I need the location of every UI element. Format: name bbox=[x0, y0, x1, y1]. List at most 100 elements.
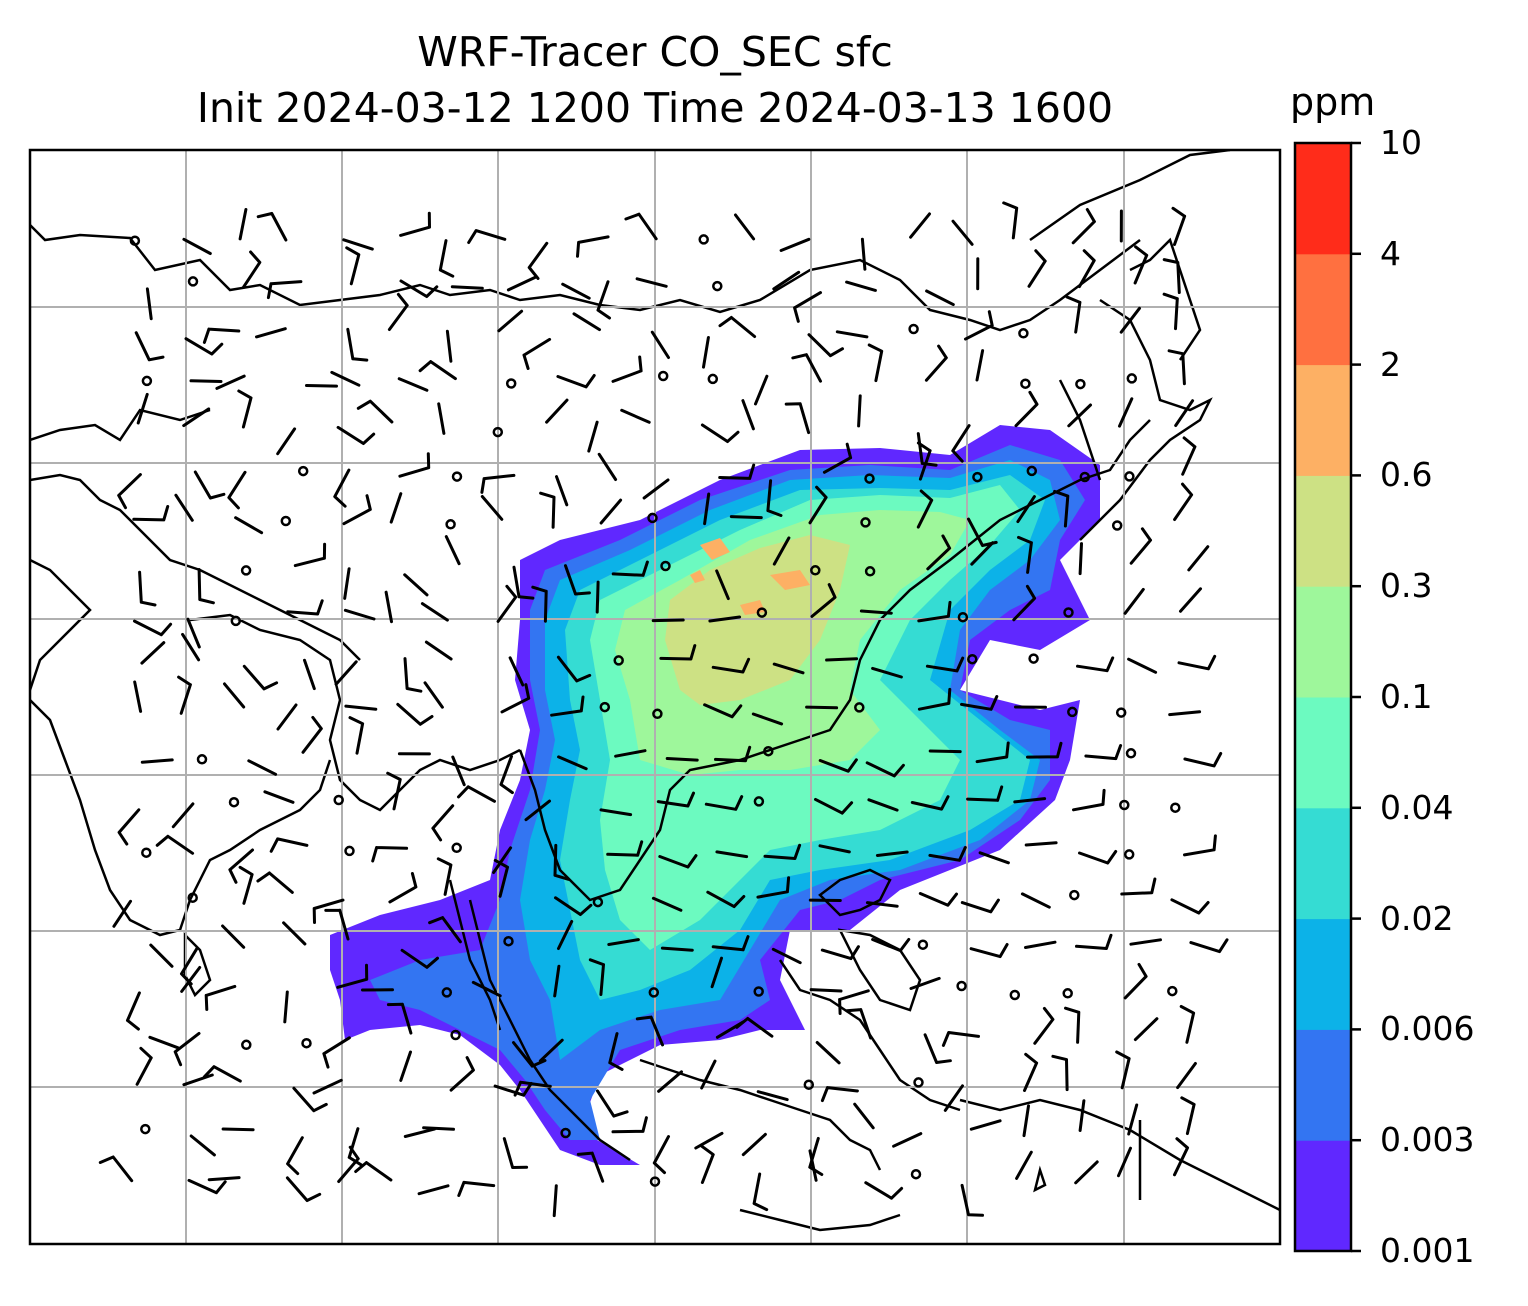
wind-barb bbox=[1179, 587, 1202, 613]
wind-barb bbox=[400, 948, 439, 969]
wind-barb bbox=[1053, 489, 1070, 528]
wind-barb bbox=[607, 938, 640, 946]
wind-barb bbox=[437, 402, 446, 435]
colorbar-tick-label: 0.003 bbox=[1380, 1120, 1475, 1160]
calm-marker bbox=[1020, 378, 1031, 389]
wind-barb bbox=[256, 212, 288, 242]
calm-marker bbox=[698, 234, 709, 245]
calm-marker bbox=[1126, 373, 1138, 384]
wind-barb bbox=[286, 599, 324, 616]
calm-marker bbox=[972, 471, 983, 483]
wind-barb bbox=[180, 966, 202, 993]
wind-barb bbox=[132, 505, 170, 522]
wind-barb bbox=[174, 493, 194, 522]
wind-barb bbox=[1014, 390, 1039, 428]
wind-barb bbox=[324, 908, 350, 941]
wind-barb bbox=[659, 644, 697, 661]
wind-barb bbox=[336, 963, 369, 989]
wind-barb bbox=[917, 687, 952, 711]
graticule bbox=[30, 150, 1280, 1244]
wind-barb bbox=[867, 798, 899, 812]
colorbar-tick-label: 0.02 bbox=[1380, 898, 1454, 938]
calm-marker bbox=[451, 842, 462, 854]
calm-marker bbox=[445, 519, 456, 530]
wind-barb bbox=[140, 758, 174, 764]
calm-marker bbox=[1026, 465, 1038, 477]
wind-barb bbox=[620, 408, 651, 424]
wind-barb bbox=[916, 489, 934, 529]
wind-barb bbox=[793, 291, 822, 323]
wind-barb bbox=[135, 1046, 153, 1086]
wind-barb bbox=[117, 473, 142, 510]
calm-marker bbox=[196, 754, 208, 765]
calm-marker bbox=[657, 370, 669, 382]
wind-barb bbox=[969, 1119, 1002, 1131]
wind-barb bbox=[642, 478, 670, 500]
wind-barb bbox=[312, 1078, 343, 1095]
wind-barb bbox=[538, 1038, 564, 1063]
calm-marker bbox=[967, 653, 978, 665]
wind-barb bbox=[853, 1102, 875, 1130]
calm-marker bbox=[129, 235, 141, 246]
wind-barb bbox=[1002, 201, 1019, 240]
wind-barb bbox=[909, 212, 931, 239]
wind-barb bbox=[917, 600, 952, 623]
calm-marker bbox=[957, 611, 969, 623]
wind-barb bbox=[513, 1080, 552, 1097]
wind-barb bbox=[763, 843, 802, 860]
wind-barb bbox=[960, 1183, 984, 1217]
wind-barb bbox=[1024, 841, 1058, 847]
calm-marker bbox=[1018, 328, 1029, 339]
wind-barb bbox=[943, 1084, 964, 1112]
wind-barb bbox=[202, 327, 241, 344]
wind-barb bbox=[694, 1131, 724, 1150]
wind-barb bbox=[772, 662, 805, 675]
wind-barb bbox=[387, 292, 409, 331]
wind-barb bbox=[187, 1178, 227, 1195]
wind-barb bbox=[718, 463, 756, 480]
wind-barb bbox=[772, 270, 801, 291]
wind-barb bbox=[512, 565, 535, 600]
wind-barb bbox=[606, 840, 644, 857]
wind-barb bbox=[173, 1031, 201, 1067]
wind-barb bbox=[1077, 249, 1096, 289]
calm-marker bbox=[913, 1077, 924, 1088]
wind-barb bbox=[303, 658, 316, 691]
wind-barb bbox=[457, 785, 496, 803]
wind-barb bbox=[1129, 527, 1152, 565]
wind-barb bbox=[1017, 535, 1033, 574]
wind-barb bbox=[871, 666, 903, 679]
calm-marker bbox=[1115, 707, 1127, 718]
calm-marker bbox=[810, 565, 821, 576]
wind-barb bbox=[657, 1070, 683, 1093]
wind-barb bbox=[344, 704, 378, 711]
wind-barb bbox=[845, 280, 877, 292]
wind-barb bbox=[399, 211, 431, 237]
calm-marker bbox=[140, 1123, 151, 1135]
wind-barb bbox=[1020, 892, 1051, 909]
wind-barb bbox=[809, 988, 843, 993]
wind-barb bbox=[711, 657, 751, 674]
colorbar-tick-label: 0.6 bbox=[1380, 455, 1433, 495]
wind-barb bbox=[599, 808, 633, 817]
wind-barb bbox=[845, 1008, 873, 1040]
wind-barb bbox=[1078, 542, 1083, 576]
calm-marker bbox=[560, 1127, 571, 1139]
calm-marker bbox=[1124, 471, 1135, 482]
wind-barb bbox=[531, 585, 548, 623]
wind-barb bbox=[556, 374, 596, 389]
calm-marker bbox=[505, 378, 517, 389]
calm-marker bbox=[297, 465, 309, 477]
wind-barb bbox=[611, 560, 649, 577]
wind-barb bbox=[428, 916, 462, 944]
wind-barb bbox=[928, 846, 967, 862]
wind-barb bbox=[1120, 877, 1157, 896]
calm-marker bbox=[707, 373, 719, 385]
wind-barb bbox=[714, 745, 752, 763]
wind-barb bbox=[754, 374, 769, 406]
calm-marker bbox=[187, 276, 199, 287]
wind-barb bbox=[805, 705, 839, 710]
wind-barb bbox=[1170, 898, 1210, 915]
wind-barb bbox=[818, 844, 851, 854]
wind-barb bbox=[970, 541, 995, 566]
